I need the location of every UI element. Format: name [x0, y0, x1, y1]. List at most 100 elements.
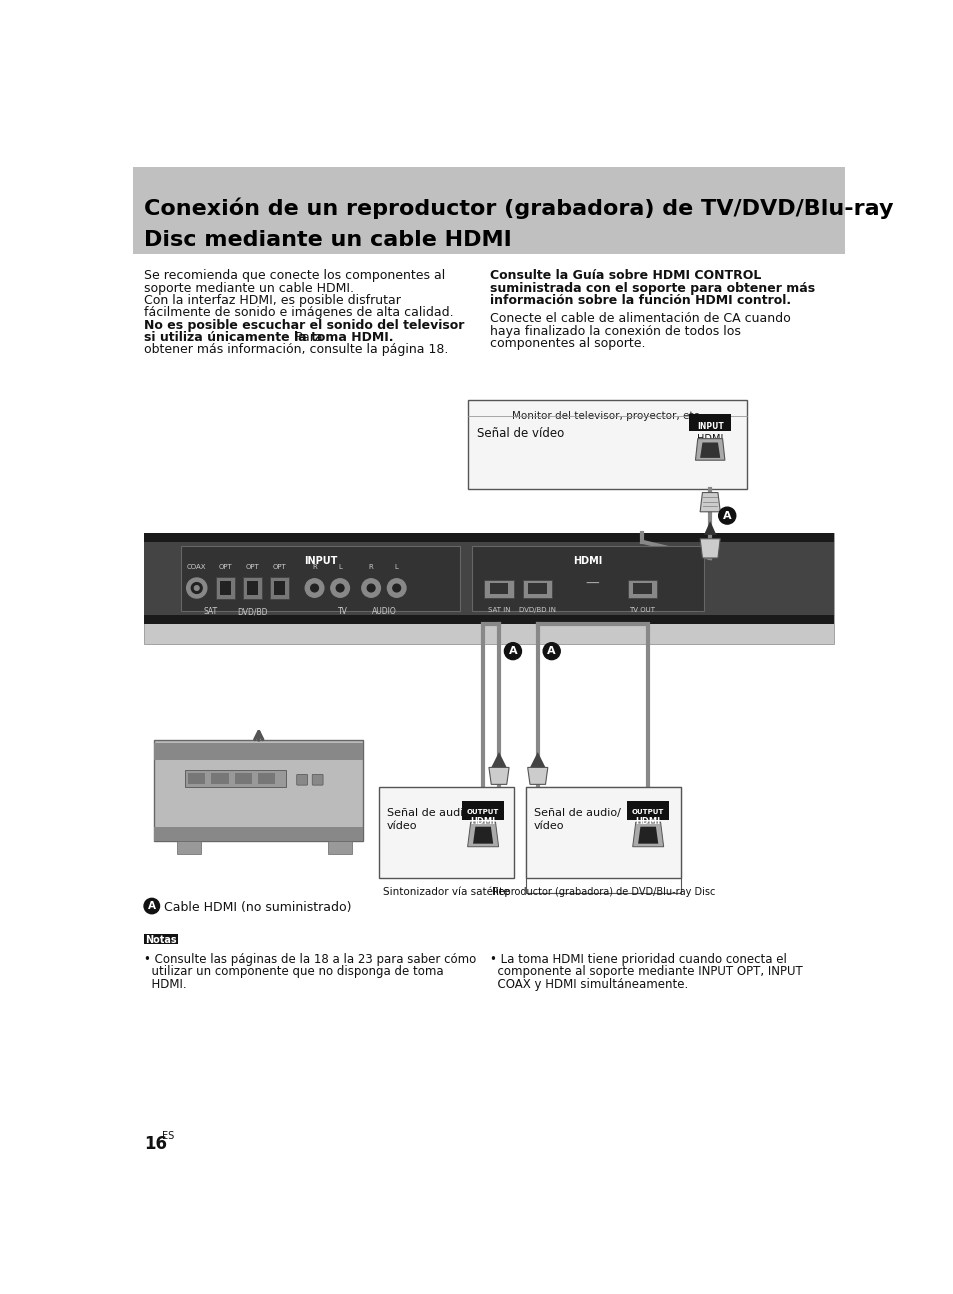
FancyBboxPatch shape: [274, 581, 285, 595]
Polygon shape: [488, 767, 509, 784]
Polygon shape: [530, 752, 545, 767]
Polygon shape: [527, 767, 547, 784]
Text: Para: Para: [291, 331, 322, 344]
Polygon shape: [632, 822, 663, 846]
Polygon shape: [467, 822, 498, 846]
Text: L: L: [395, 564, 398, 571]
FancyBboxPatch shape: [472, 546, 703, 611]
Circle shape: [331, 578, 349, 598]
FancyBboxPatch shape: [188, 773, 205, 784]
Text: TV OUT: TV OUT: [629, 607, 655, 613]
Text: COAX: COAX: [187, 564, 206, 571]
Circle shape: [311, 584, 318, 591]
Text: OPT: OPT: [218, 564, 233, 571]
FancyBboxPatch shape: [181, 546, 459, 611]
Text: información sobre la función HDMI control.: información sobre la función HDMI contro…: [489, 294, 790, 307]
Polygon shape: [703, 521, 716, 534]
FancyBboxPatch shape: [234, 773, 252, 784]
Text: si utiliza únicamente la toma HDMI.: si utiliza únicamente la toma HDMI.: [144, 331, 394, 344]
Circle shape: [367, 584, 375, 591]
FancyBboxPatch shape: [633, 584, 651, 594]
Text: INPUT: INPUT: [304, 555, 337, 565]
Polygon shape: [473, 827, 493, 844]
Polygon shape: [700, 493, 720, 512]
Text: OUTPUT: OUTPUT: [466, 809, 498, 815]
Polygon shape: [700, 443, 720, 458]
Circle shape: [144, 898, 159, 914]
Circle shape: [361, 578, 380, 598]
FancyBboxPatch shape: [296, 774, 307, 785]
Polygon shape: [700, 538, 720, 558]
FancyBboxPatch shape: [144, 934, 178, 943]
Text: Conexión de un reproductor (grabadora) de TV/DVD/Blu-ray: Conexión de un reproductor (grabadora) d…: [144, 198, 893, 219]
FancyBboxPatch shape: [378, 787, 514, 877]
FancyBboxPatch shape: [312, 774, 323, 785]
Text: Disc mediante un cable HDMI: Disc mediante un cable HDMI: [144, 230, 511, 250]
Text: L: L: [337, 564, 342, 571]
Text: R: R: [312, 564, 316, 571]
Text: utilizar un componente que no disponga de toma: utilizar un componente que no disponga d…: [144, 965, 443, 978]
FancyBboxPatch shape: [185, 770, 286, 787]
Text: vídeo: vídeo: [386, 822, 416, 831]
Text: vídeo: vídeo: [534, 822, 564, 831]
Polygon shape: [695, 439, 724, 461]
FancyBboxPatch shape: [247, 581, 257, 595]
Circle shape: [504, 643, 521, 660]
FancyBboxPatch shape: [525, 787, 680, 877]
Text: OUTPUT: OUTPUT: [631, 809, 663, 815]
Text: HDMI: HDMI: [697, 433, 722, 444]
FancyBboxPatch shape: [461, 801, 504, 820]
FancyBboxPatch shape: [328, 841, 352, 854]
Text: • La toma HDMI tiene prioridad cuando conecta el: • La toma HDMI tiene prioridad cuando co…: [489, 952, 786, 967]
FancyBboxPatch shape: [216, 577, 234, 599]
Polygon shape: [491, 752, 506, 767]
FancyBboxPatch shape: [154, 827, 363, 841]
Circle shape: [187, 578, 207, 598]
Circle shape: [192, 582, 202, 594]
Text: Reproductor (grabadora) de DVD/Blu-ray Disc: Reproductor (grabadora) de DVD/Blu-ray D…: [492, 886, 715, 897]
Circle shape: [305, 578, 323, 598]
Text: COAX y HDMI simultáneamente.: COAX y HDMI simultáneamente.: [489, 978, 687, 991]
Text: haya finalizado la conexión de todos los: haya finalizado la conexión de todos los: [489, 325, 740, 338]
Circle shape: [718, 507, 735, 524]
Text: obtener más información, consulte la página 18.: obtener más información, consulte la pág…: [144, 343, 448, 356]
Text: Sintonizador vía satélite: Sintonizador vía satélite: [383, 886, 510, 897]
Text: DVD/BD IN: DVD/BD IN: [518, 607, 556, 613]
Text: AUDIO: AUDIO: [372, 607, 396, 616]
Text: A: A: [547, 646, 556, 656]
Text: soporte mediante un cable HDMI.: soporte mediante un cable HDMI.: [144, 282, 354, 295]
Text: OPT: OPT: [273, 564, 286, 571]
Text: TV: TV: [337, 607, 347, 616]
Text: HDMI.: HDMI.: [144, 978, 187, 991]
FancyBboxPatch shape: [257, 773, 274, 784]
Text: ES: ES: [162, 1131, 174, 1141]
Text: Con la interfaz HDMI, es posible disfrutar: Con la interfaz HDMI, es posible disfrut…: [144, 294, 400, 307]
Circle shape: [393, 584, 400, 591]
Text: A: A: [722, 511, 731, 520]
FancyBboxPatch shape: [489, 584, 508, 594]
Text: SAT: SAT: [203, 607, 217, 616]
Text: R: R: [369, 564, 374, 571]
FancyBboxPatch shape: [484, 580, 513, 598]
Circle shape: [542, 643, 559, 660]
FancyBboxPatch shape: [626, 801, 669, 820]
Text: 16: 16: [144, 1135, 167, 1153]
FancyBboxPatch shape: [133, 167, 843, 254]
Text: • Consulte las páginas de la 18 a la 23 para saber cómo: • Consulte las páginas de la 18 a la 23 …: [144, 952, 476, 967]
Text: Conecte el cable de alimentación de CA cuando: Conecte el cable de alimentación de CA c…: [489, 312, 790, 325]
FancyBboxPatch shape: [212, 773, 229, 784]
Text: Se recomienda que conecte los componentes al: Se recomienda que conecte los componente…: [144, 269, 445, 282]
FancyBboxPatch shape: [154, 743, 363, 760]
Text: INPUT: INPUT: [696, 422, 722, 431]
Text: suministrada con el soporte para obtener más: suministrada con el soporte para obtener…: [489, 282, 814, 295]
Text: componente al soporte mediante INPUT OPT, INPUT: componente al soporte mediante INPUT OPT…: [489, 965, 801, 978]
FancyBboxPatch shape: [154, 740, 363, 841]
FancyBboxPatch shape: [220, 581, 231, 595]
Circle shape: [194, 586, 199, 590]
Text: Señal de audio/: Señal de audio/: [534, 809, 620, 818]
FancyBboxPatch shape: [468, 400, 746, 489]
Text: —: —: [584, 576, 598, 590]
FancyBboxPatch shape: [688, 414, 731, 431]
FancyBboxPatch shape: [627, 580, 657, 598]
Text: SAT IN: SAT IN: [487, 607, 510, 613]
